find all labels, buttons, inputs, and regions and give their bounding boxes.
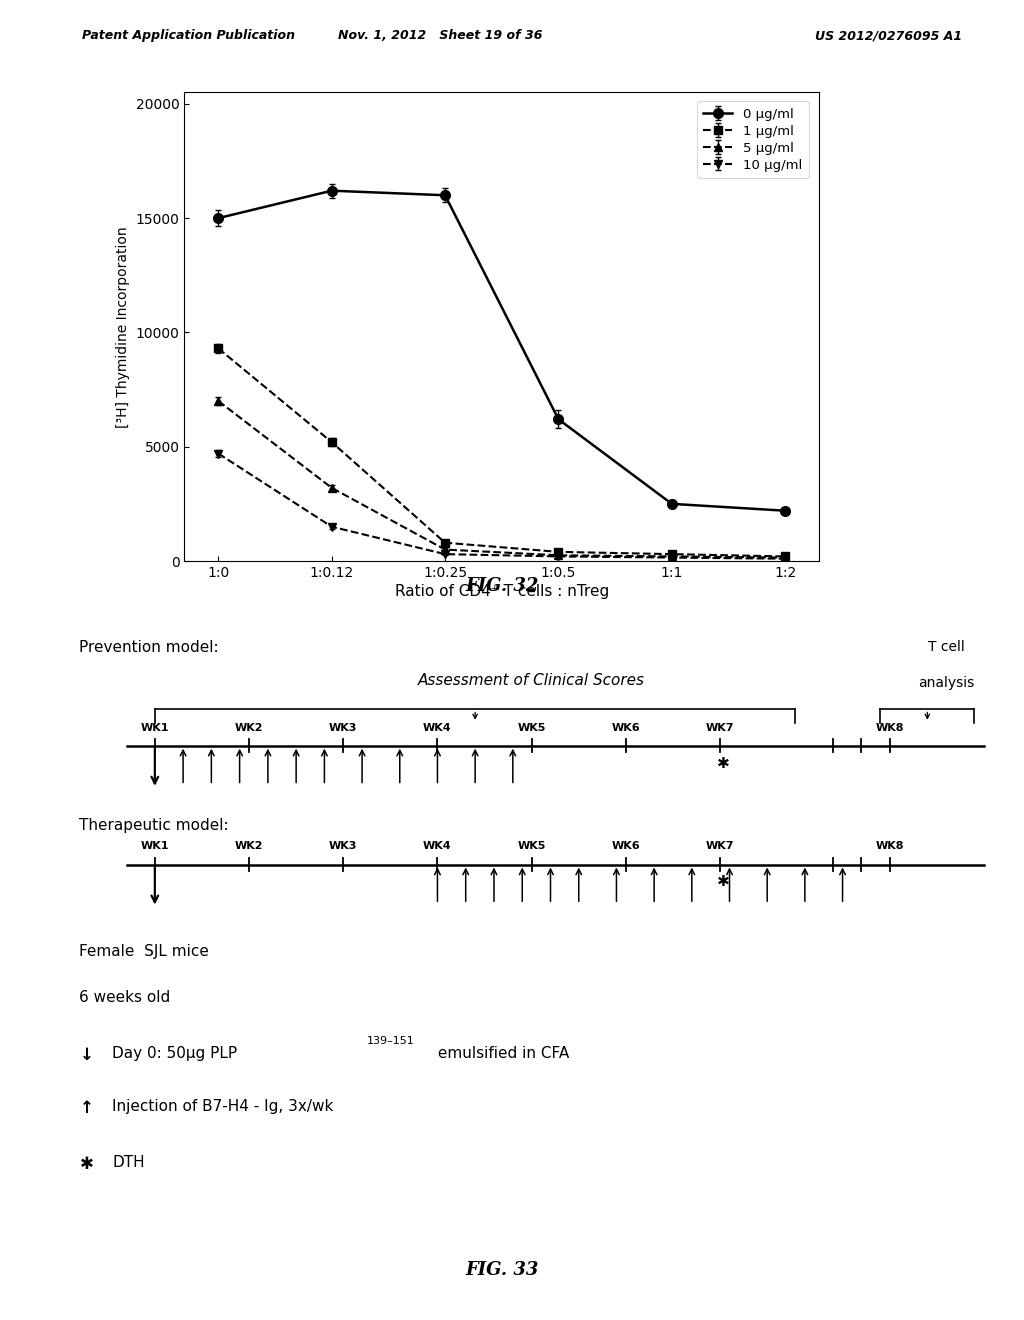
Text: 139–151: 139–151 — [367, 1036, 415, 1047]
Text: Injection of B7-H4 - Ig, 3x/wk: Injection of B7-H4 - Ig, 3x/wk — [113, 1098, 334, 1114]
X-axis label: Ratio of CD4⁺ T cells : nTreg: Ratio of CD4⁺ T cells : nTreg — [394, 583, 609, 599]
Text: emulsified in CFA: emulsified in CFA — [433, 1045, 569, 1061]
Text: WK7: WK7 — [706, 841, 734, 851]
Text: WK1: WK1 — [140, 841, 169, 851]
Text: ✱: ✱ — [717, 874, 729, 890]
Text: ↓: ↓ — [80, 1045, 93, 1064]
Text: WK3: WK3 — [329, 722, 357, 733]
Text: Assessment of Clinical Scores: Assessment of Clinical Scores — [418, 673, 645, 688]
Text: FIG. 33: FIG. 33 — [465, 1261, 539, 1279]
Text: DTH: DTH — [113, 1155, 145, 1170]
Text: Prevention model:: Prevention model: — [80, 640, 219, 655]
Text: Nov. 1, 2012   Sheet 19 of 36: Nov. 1, 2012 Sheet 19 of 36 — [338, 29, 543, 42]
Text: US 2012/0276095 A1: US 2012/0276095 A1 — [815, 29, 963, 42]
Text: analysis: analysis — [919, 676, 974, 690]
Text: WK2: WK2 — [234, 722, 263, 733]
Text: WK2: WK2 — [234, 841, 263, 851]
Text: WK7: WK7 — [706, 722, 734, 733]
Text: ↑: ↑ — [80, 1098, 93, 1117]
Text: WK8: WK8 — [876, 722, 904, 733]
Text: WK4: WK4 — [423, 722, 452, 733]
Text: WK1: WK1 — [140, 722, 169, 733]
Text: WK6: WK6 — [611, 722, 640, 733]
Text: 6 weeks old: 6 weeks old — [80, 990, 171, 1005]
Text: Therapeutic model:: Therapeutic model: — [80, 818, 229, 833]
Text: WK6: WK6 — [611, 841, 640, 851]
Text: WK4: WK4 — [423, 841, 452, 851]
Text: ✱: ✱ — [80, 1155, 93, 1173]
Text: Female  SJL mice: Female SJL mice — [80, 944, 209, 958]
Text: T cell: T cell — [928, 640, 965, 655]
Text: FIG. 32: FIG. 32 — [465, 577, 539, 595]
Text: ✱: ✱ — [717, 755, 729, 771]
Text: WK5: WK5 — [517, 722, 546, 733]
Text: Day 0: 50μg PLP: Day 0: 50μg PLP — [113, 1045, 238, 1061]
Text: WK3: WK3 — [329, 841, 357, 851]
Text: WK8: WK8 — [876, 841, 904, 851]
Text: Patent Application Publication: Patent Application Publication — [82, 29, 295, 42]
Y-axis label: [³H] Thymidine Incorporation: [³H] Thymidine Incorporation — [116, 226, 130, 428]
Legend: 0 μg/ml, 1 μg/ml, 5 μg/ml, 10 μg/ml: 0 μg/ml, 1 μg/ml, 5 μg/ml, 10 μg/ml — [697, 102, 809, 178]
Text: WK5: WK5 — [517, 841, 546, 851]
